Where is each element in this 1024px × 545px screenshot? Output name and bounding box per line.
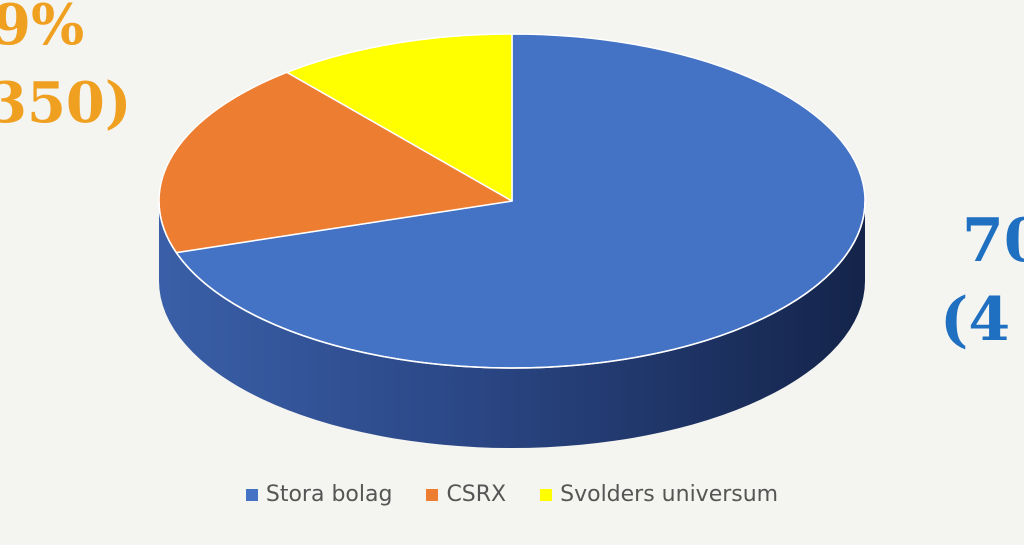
legend-label-stora-bolag: Stora bolag [265,482,393,507]
legend-swatch-svolders-universum [540,488,553,501]
slice-svolders-universum [286,33,513,202]
orange-count-label: 350) [0,70,132,136]
legend-item-svolders-universum: Svolders universum [540,482,778,507]
legend-label-csrx: CSRX [446,482,507,507]
legend-item-csrx: CSRX [426,482,506,507]
legend-swatch-stora-bolag [245,488,258,501]
pie-side-wall [159,201,865,448]
blue-count-label: (4 [940,285,1011,355]
legend-label-svolders-universum: Svolders universum [560,482,779,507]
legend-item-stora-bolag: Stora bolag [245,482,393,507]
pie-rim [158,200,866,369]
legend-swatch-csrx [426,488,439,501]
orange-pct-label: 9% [0,0,85,58]
blue-pct-label: 70 [962,206,1024,276]
legend: Stora bolag CSRX Svolders universum [0,482,1024,507]
